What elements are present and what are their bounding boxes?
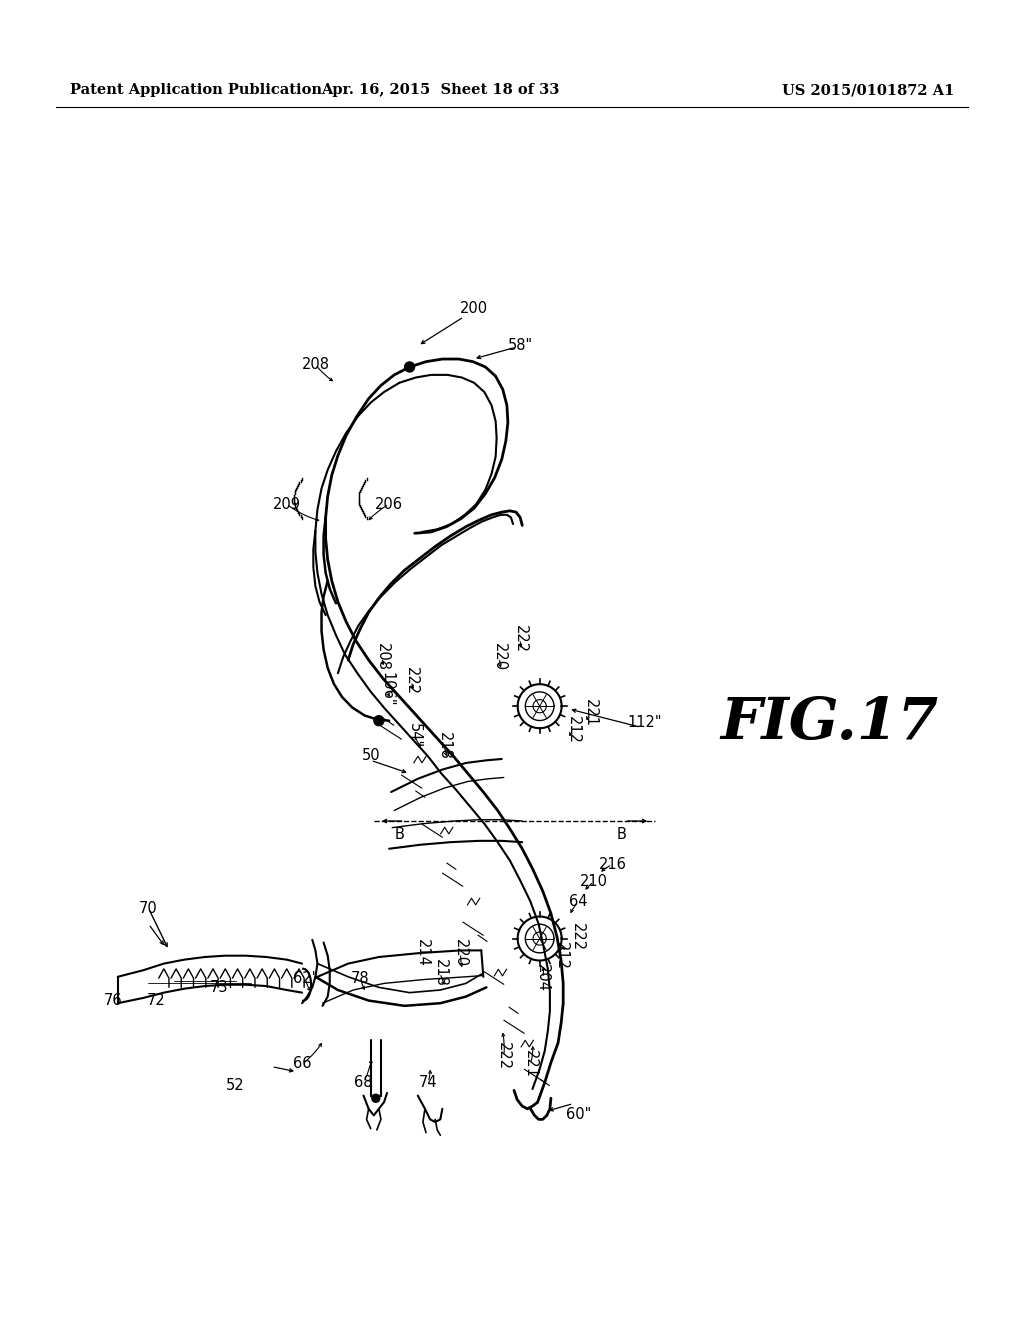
Text: 70: 70 [139,900,158,916]
Text: 64: 64 [569,894,588,909]
Text: 62": 62" [293,970,317,986]
Text: 216: 216 [598,857,627,873]
Text: 200: 200 [460,301,488,317]
Text: 222: 222 [497,1041,511,1071]
Text: 54": 54" [408,722,422,748]
Text: 58": 58" [508,338,532,354]
Text: 218: 218 [437,731,452,760]
Text: 209: 209 [272,496,301,512]
Text: 206: 206 [375,496,403,512]
Text: 50: 50 [361,747,380,763]
Text: Apr. 16, 2015  Sheet 18 of 33: Apr. 16, 2015 Sheet 18 of 33 [322,83,559,98]
Text: B: B [616,826,627,842]
Text: US 2015/0101872 A1: US 2015/0101872 A1 [782,83,954,98]
Text: 60": 60" [566,1106,591,1122]
Text: 220: 220 [493,643,507,672]
Circle shape [377,718,381,723]
Text: 76: 76 [103,993,122,1008]
Text: 212: 212 [566,715,581,744]
Text: 66: 66 [293,1056,311,1072]
Text: 220: 220 [454,939,468,968]
Text: 68: 68 [354,1074,373,1090]
Text: 78: 78 [351,970,370,986]
Text: 208: 208 [375,643,389,672]
Text: 73: 73 [210,979,228,995]
Text: 72: 72 [146,993,165,1008]
Text: 222: 222 [513,624,527,653]
Circle shape [408,364,412,370]
Text: 52: 52 [226,1077,245,1093]
Text: 212: 212 [554,941,568,970]
Text: 222: 222 [404,667,419,696]
Text: 221: 221 [584,698,598,727]
Text: 106": 106" [380,672,394,706]
Text: 204: 204 [536,964,550,993]
Text: 214: 214 [415,939,429,968]
Text: Patent Application Publication: Patent Application Publication [70,83,322,98]
Text: 210: 210 [580,874,608,890]
Text: 221: 221 [523,1049,538,1078]
Text: 222: 222 [570,923,585,952]
Text: 74: 74 [419,1074,437,1090]
Text: B: B [394,826,404,842]
Circle shape [374,715,384,726]
Text: 218: 218 [433,958,447,987]
Circle shape [404,362,415,372]
Text: 112": 112" [628,714,663,730]
Circle shape [372,1094,380,1102]
Text: 208: 208 [301,356,330,372]
Text: FIG.17: FIG.17 [720,696,939,751]
